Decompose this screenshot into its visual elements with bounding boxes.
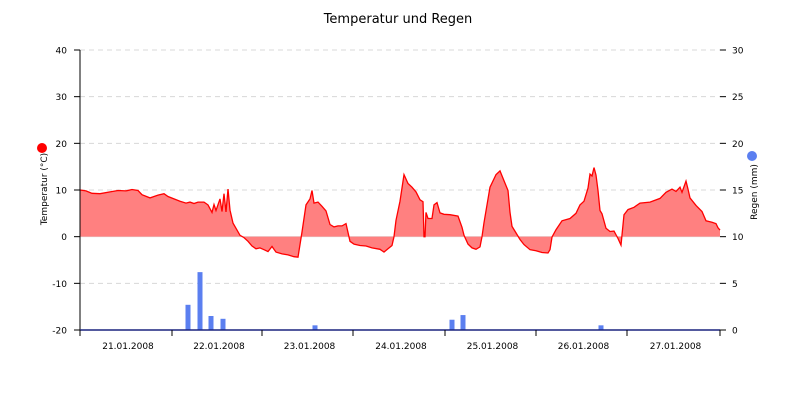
grid-lines bbox=[80, 49, 720, 284]
left-tick-label: -20 bbox=[52, 327, 67, 337]
left-tick-label: 40 bbox=[56, 47, 68, 57]
rain-bars bbox=[185, 272, 604, 330]
right-tick-label: 30 bbox=[732, 47, 744, 57]
rain-bar bbox=[185, 304, 191, 330]
right-tick-label: 0 bbox=[732, 327, 738, 337]
rain-bar bbox=[208, 316, 214, 330]
rain-bar bbox=[449, 319, 455, 330]
right-tick-label: 25 bbox=[732, 93, 743, 103]
left-tick-label: -10 bbox=[52, 280, 67, 290]
x-tick-label: 22.01.2008 bbox=[193, 342, 245, 352]
left-tick-label: 0 bbox=[61, 233, 67, 243]
rain-bar bbox=[460, 315, 466, 330]
right-tick-label: 10 bbox=[732, 233, 744, 243]
x-tick-label: 24.01.2008 bbox=[375, 342, 427, 352]
left-tick-label: 30 bbox=[56, 93, 68, 103]
temperature-area bbox=[79, 167, 721, 258]
left-tick-label: 20 bbox=[56, 140, 68, 150]
right-axis-label: Regen (mm) bbox=[750, 164, 760, 220]
x-tick-label: 26.01.2008 bbox=[558, 342, 610, 352]
right-tick-label: 5 bbox=[732, 280, 738, 290]
x-tick-label: 27.01.2008 bbox=[650, 342, 702, 352]
rain-bar bbox=[197, 272, 203, 330]
x-tick-label: 21.01.2008 bbox=[102, 342, 154, 352]
left-axis-label: Temperatur (°C) bbox=[40, 153, 50, 226]
chart-title: Temperatur und Regen bbox=[323, 12, 473, 27]
rain-bar bbox=[312, 325, 318, 330]
rain-bar bbox=[598, 325, 604, 330]
rain-legend-dot-icon bbox=[747, 151, 757, 161]
right-tick-label: 15 bbox=[732, 187, 743, 197]
right-tick-label: 20 bbox=[732, 140, 744, 150]
temperature-line bbox=[79, 167, 721, 258]
left-tick-label: 10 bbox=[56, 187, 68, 197]
rain-bar bbox=[220, 318, 226, 330]
temperature-fill bbox=[80, 167, 720, 258]
x-tick-label: 23.01.2008 bbox=[284, 342, 336, 352]
axes: -20 -10 0 10 20 30 40 0 5 10 15 20 25 30 21.01.2008 22.… bbox=[52, 47, 743, 353]
x-tick-label: 25.01.2008 bbox=[467, 342, 519, 352]
temperature-legend-dot-icon bbox=[37, 143, 47, 153]
